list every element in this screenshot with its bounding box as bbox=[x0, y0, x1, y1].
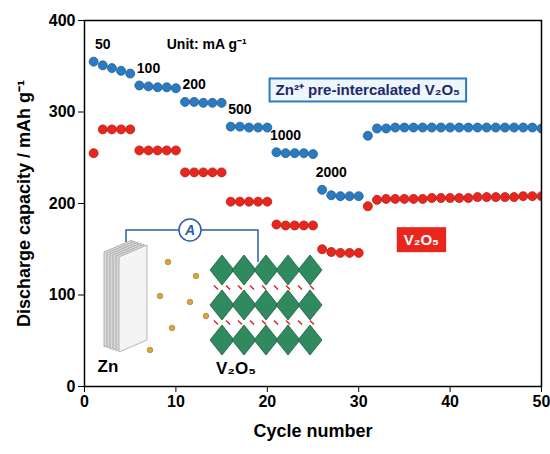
svg-text:10: 10 bbox=[167, 393, 185, 410]
svg-text:300: 300 bbox=[49, 103, 76, 120]
svg-text:0: 0 bbox=[67, 378, 76, 395]
svg-text:400: 400 bbox=[49, 12, 76, 29]
svg-text:50: 50 bbox=[95, 36, 111, 52]
svg-text:A: A bbox=[184, 222, 195, 238]
svg-text:200: 200 bbox=[49, 195, 76, 212]
svg-text:Unit: mA g⁻¹: Unit: mA g⁻¹ bbox=[167, 36, 247, 52]
svg-text:50: 50 bbox=[533, 393, 550, 410]
svg-text:100: 100 bbox=[137, 60, 161, 76]
svg-text:V₂O₅: V₂O₅ bbox=[404, 231, 439, 248]
svg-text:20: 20 bbox=[258, 393, 276, 410]
svg-text:30: 30 bbox=[350, 393, 368, 410]
svg-text:100: 100 bbox=[49, 286, 76, 303]
svg-text:2000: 2000 bbox=[316, 164, 347, 180]
svg-text:1000: 1000 bbox=[270, 127, 301, 143]
svg-text:0: 0 bbox=[80, 393, 89, 410]
svg-text:200: 200 bbox=[183, 76, 207, 92]
svg-text:Discharge capacity / mAh g⁻¹: Discharge capacity / mAh g⁻¹ bbox=[14, 80, 34, 327]
svg-text:Cycle number: Cycle number bbox=[253, 421, 372, 441]
svg-text:Zn: Zn bbox=[98, 357, 119, 376]
svg-text:V₂O₅: V₂O₅ bbox=[216, 359, 256, 378]
svg-text:40: 40 bbox=[441, 393, 459, 410]
svg-text:Zn²⁺ pre-intercalated V₂O₅: Zn²⁺ pre-intercalated V₂O₅ bbox=[276, 81, 461, 98]
svg-text:500: 500 bbox=[228, 101, 252, 117]
